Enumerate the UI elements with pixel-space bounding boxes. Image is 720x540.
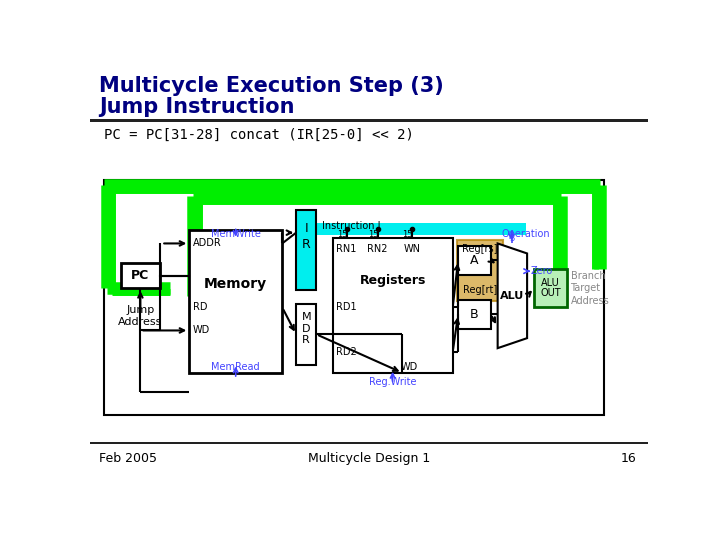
Text: RN2: RN2	[367, 244, 388, 254]
Bar	[316, 222, 526, 235]
Bar	[121, 264, 160, 288]
Text: B: B	[470, 308, 479, 321]
Text: WN: WN	[404, 244, 421, 254]
Bar	[296, 303, 316, 365]
Text: PC: PC	[131, 269, 150, 282]
Text: Operation: Operation	[502, 229, 550, 239]
Bar	[296, 210, 316, 291]
Text: Registers: Registers	[359, 274, 426, 287]
Bar	[458, 246, 490, 275]
Text: Multicycle Execution Step (3): Multicycle Execution Step (3)	[99, 76, 444, 96]
Text: ALU: ALU	[541, 279, 559, 288]
Bar	[458, 300, 490, 329]
Text: RD1: RD1	[336, 302, 357, 312]
Text: OUT: OUT	[540, 288, 561, 298]
Polygon shape	[498, 244, 527, 348]
Text: Jump Instruction: Jump Instruction	[99, 97, 294, 117]
Text: Branch
Target
Address: Branch Target Address	[570, 271, 609, 306]
Text: RN1: RN1	[336, 244, 356, 254]
Text: ADDR: ADDR	[193, 239, 222, 248]
Text: WD: WD	[400, 362, 418, 373]
Text: M: M	[302, 312, 311, 322]
Text: 16: 16	[621, 452, 636, 465]
Text: Reg.Write: Reg.Write	[369, 377, 416, 387]
Text: WD: WD	[193, 326, 210, 335]
Text: A: A	[470, 254, 479, 267]
Text: D: D	[302, 324, 310, 334]
Text: 15: 15	[402, 231, 413, 239]
Text: 15: 15	[368, 231, 378, 239]
Text: I: I	[305, 222, 308, 235]
Bar	[456, 240, 503, 301]
Text: MemWrite: MemWrite	[211, 229, 261, 239]
Text: RD2: RD2	[336, 347, 357, 357]
Text: Feb 2005: Feb 2005	[99, 452, 157, 465]
Text: R: R	[302, 335, 310, 346]
Text: Memory: Memory	[204, 277, 267, 291]
Bar	[534, 269, 567, 307]
Bar	[90, 442, 648, 444]
Text: R: R	[302, 238, 310, 251]
Bar	[104, 180, 604, 415]
Text: 15: 15	[337, 231, 347, 239]
Text: 3: 3	[509, 234, 514, 244]
Bar	[189, 231, 282, 373]
Bar	[296, 210, 316, 291]
Text: Jump
Address: Jump Address	[118, 305, 163, 327]
Text: MemRead: MemRead	[212, 362, 260, 372]
Bar	[90, 119, 648, 122]
Text: ALU: ALU	[500, 291, 523, 301]
Text: Instruction I: Instruction I	[323, 221, 381, 231]
Text: Reg[rt]: Reg[rt]	[463, 285, 497, 295]
Text: Reg[rs]: Reg[rs]	[462, 244, 498, 254]
Text: PC = PC[31-28] concat (IR[25-0] << 2): PC = PC[31-28] concat (IR[25-0] << 2)	[104, 128, 414, 142]
Text: RD: RD	[193, 302, 207, 312]
Bar	[333, 238, 453, 373]
Text: Zero: Zero	[530, 266, 552, 276]
Text: Multicycle Design 1: Multicycle Design 1	[308, 452, 430, 465]
